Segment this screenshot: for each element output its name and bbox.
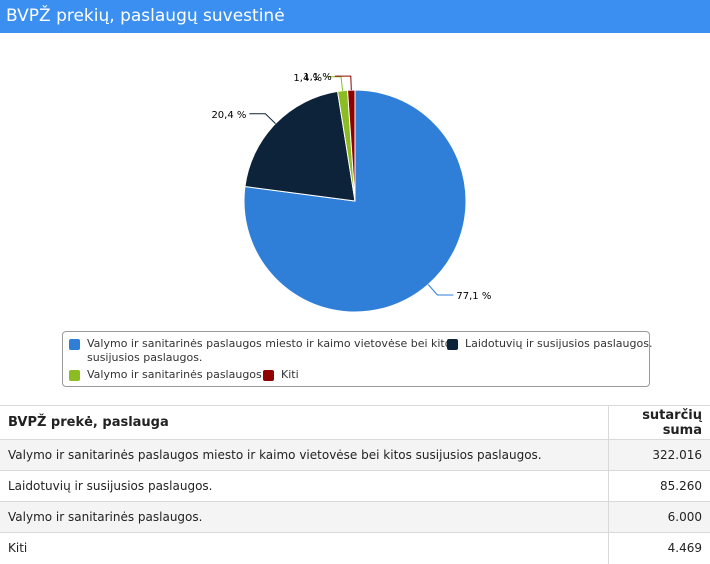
legend-label: Valymo ir sanitarinės paslaugos miesto i… (87, 337, 458, 350)
table-row: Laidotuvių ir susijusios paslaugos. 85.2… (0, 470, 710, 502)
table-row: Valymo ir sanitarinės paslaugos miesto i… (0, 439, 710, 471)
legend-swatch (263, 370, 274, 381)
legend-label: Laidotuvių ir susijusios paslaugos. (465, 337, 653, 350)
table-row: Kiti 4.469 (0, 532, 710, 564)
cell-item: Valymo ir sanitarinės paslaugos miesto i… (0, 439, 608, 471)
legend-swatch (69, 339, 80, 350)
pie-chart: 77,1 % 20,4 % 1,4 %1,1 % (211, 72, 491, 313)
pie-connector-valymo (325, 76, 344, 91)
page-title: BVPŽ prekių, paslaugų suvestinė (6, 6, 285, 26)
table-header-row: BVPŽ prekė, paslauga sutarčių suma (0, 405, 710, 440)
chart-legend: Valymo ir sanitarinės paslaugos miesto i… (62, 331, 653, 387)
pie-connector-laidotuviu (249, 113, 276, 124)
cell-item: Valymo ir sanitarinės paslaugos. (0, 501, 608, 533)
cell-sum: 85.260 (607, 470, 710, 502)
legend-label-line2: susijusios paslaugos. (87, 351, 203, 364)
pie-connector-valymo-kaimo (427, 284, 454, 296)
cell-sum: 6.000 (607, 501, 710, 533)
legend-swatch (69, 370, 80, 381)
table-row: Valymo ir sanitarinės paslaugos. 6.000 (0, 501, 710, 533)
legend-label: Kiti (281, 368, 299, 381)
page-title-bar: BVPŽ prekių, paslaugų suvestinė (0, 0, 710, 33)
legend-swatch (447, 339, 458, 350)
pie-label-kiti: 1,1 % (303, 72, 332, 83)
cell-sum: 4.469 (607, 532, 710, 564)
cell-item: Laidotuvių ir susijusios paslaugos. (0, 470, 608, 502)
column-header-item[interactable]: BVPŽ prekė, paslauga (0, 405, 608, 440)
pie-slice-laidotuviu[interactable] (244, 90, 356, 202)
cell-sum: 322.016 (607, 439, 710, 471)
pie-label-valymo-kaimo: 77,1 % (456, 291, 491, 302)
pie-label-valymo: 1,4 % (293, 73, 322, 84)
legend-label: Valymo ir sanitarinės paslaugos. (87, 368, 266, 381)
column-header-sum[interactable]: sutarčių suma (607, 405, 710, 440)
summary-table: BVPŽ prekė, paslauga sutarčių suma Valym… (0, 405, 710, 564)
pie-connector-kiti (334, 75, 352, 91)
cell-item: Kiti (0, 532, 608, 564)
pie-label-laidotuviu: 20,4 % (211, 110, 246, 121)
